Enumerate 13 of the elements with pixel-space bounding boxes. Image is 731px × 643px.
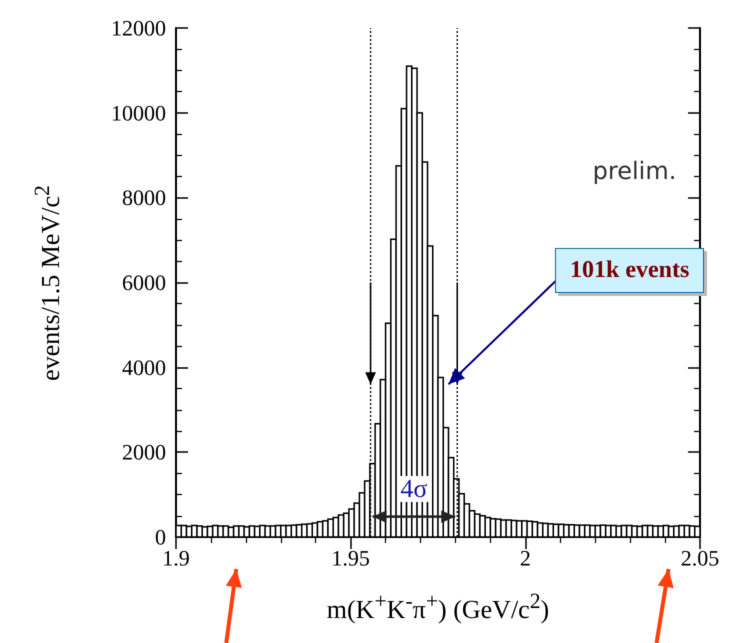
annotation: 4σ <box>397 474 430 503</box>
text: m(K$^{+}$K$^{-}$π$^{+}$) (GeV/c$^{2}$) <box>326 589 550 624</box>
x-tick-label: 2.05 <box>680 546 720 570</box>
annotation: prelim. <box>592 156 676 185</box>
y-tick-label: 10000 <box>111 100 166 126</box>
text-box: 101k events <box>555 248 704 293</box>
y-tick-label: 6000 <box>122 270 166 295</box>
x-tick-label: 1.95 <box>331 546 370 570</box>
y-tick-label: 2000 <box>122 440 166 465</box>
y-tick-label: 4000 <box>122 354 166 380</box>
y-tick-label: 8000 <box>122 185 166 210</box>
y-tick-label: 12000 <box>111 16 166 40</box>
x-tick-label: 2 <box>520 546 531 570</box>
